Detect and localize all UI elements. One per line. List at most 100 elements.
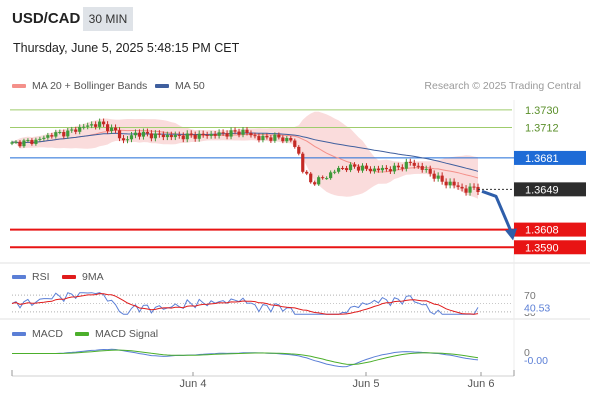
legend-rsi-label: RSI	[32, 271, 50, 283]
candle-body	[436, 175, 440, 179]
candle-body	[392, 165, 396, 172]
candle-body	[177, 134, 181, 136]
candle-body	[217, 132, 221, 136]
candle-body	[416, 165, 420, 167]
resistance-level-label: 1.3712	[525, 122, 559, 134]
legend-rsi: RSI	[12, 271, 50, 283]
candle-body	[145, 131, 150, 134]
legend-9ma-swatch	[62, 275, 76, 280]
candle-body	[297, 146, 301, 154]
candle-body	[46, 135, 50, 138]
candle-body	[70, 129, 74, 131]
macd-line	[12, 348, 479, 368]
candle-body	[10, 142, 14, 144]
rsi-9ma-line	[11, 293, 479, 315]
candle-body	[408, 161, 412, 163]
candle-body	[205, 134, 209, 136]
candle-body	[54, 132, 58, 137]
candle-body	[26, 140, 30, 142]
candle-body	[388, 169, 392, 172]
legend-ma20-label: MA 20 + Bollinger Bands	[32, 80, 148, 92]
legend-rsi-swatch	[12, 275, 26, 280]
macd-axis-label: 0	[524, 347, 530, 359]
rsi-axis-label: 70	[524, 290, 536, 302]
support-level-label: 1.3590	[525, 242, 559, 254]
candle-body	[261, 135, 265, 141]
candle-body	[400, 167, 404, 169]
candle-body	[94, 124, 98, 127]
legend-rsi-9ma: 9MA	[62, 271, 104, 283]
candle-body	[133, 132, 138, 136]
candle-body	[189, 133, 193, 135]
candle-body	[253, 135, 257, 137]
candle-body	[165, 135, 169, 138]
interval-badge[interactable]: 30 MIN	[83, 7, 133, 31]
candle-body	[173, 134, 177, 138]
candle-body	[113, 127, 118, 131]
candle-body	[305, 171, 309, 174]
candle-body	[50, 135, 54, 137]
legend-ma20-bollinger: MA 20 + Bollinger Bands	[12, 80, 147, 92]
candle-body	[444, 181, 448, 186]
support-level-label: 1.3608	[525, 225, 559, 237]
candle-body	[233, 130, 237, 132]
ma50-line	[11, 132, 479, 172]
candle-body	[90, 124, 94, 126]
candle-body	[293, 140, 297, 147]
candle-body	[344, 168, 349, 171]
candle-body	[86, 125, 90, 127]
x-axis-tick-label: Jun 6	[468, 378, 495, 390]
pivot-level-label: 1.3681	[525, 153, 559, 165]
candle-body	[157, 133, 161, 135]
candle-body	[185, 133, 189, 140]
candle-body	[18, 141, 22, 147]
legend-macd-swatch	[12, 332, 26, 337]
candle-body	[62, 132, 66, 137]
candle-body	[352, 164, 357, 167]
support-level-tag	[514, 240, 586, 255]
candle-body	[105, 124, 110, 131]
candle-body	[257, 136, 261, 141]
candle-body	[420, 166, 424, 170]
candle-body	[317, 177, 321, 185]
candle-body	[404, 161, 408, 169]
legend-macd-label: MACD	[32, 328, 63, 340]
candle-body	[384, 167, 388, 170]
candle-body	[213, 134, 217, 136]
candle-body	[424, 168, 428, 170]
last-price-label: 1.3649	[525, 184, 559, 196]
candle-body	[281, 137, 285, 142]
candle-body	[348, 164, 353, 171]
candle-body	[14, 141, 18, 143]
candle-body	[321, 177, 325, 179]
candle-body	[129, 135, 134, 140]
candle-body	[229, 130, 233, 137]
candle-body	[448, 181, 452, 186]
candle-body	[153, 133, 157, 139]
legend-macd: MACD	[12, 328, 63, 340]
candle-body	[82, 126, 86, 128]
forecast-arrow	[481, 189, 513, 233]
support-level-tag	[514, 222, 586, 237]
candle-body	[368, 168, 373, 172]
candle-body	[117, 130, 122, 139]
timestamp: Thursday, June 5, 2025 5:48:15 PM CET	[13, 41, 240, 55]
candle-body	[356, 166, 361, 171]
legend-ma20-swatch	[12, 84, 26, 89]
candle-body	[376, 168, 381, 171]
candle-body	[237, 131, 241, 135]
candle-body	[149, 133, 154, 139]
candle-body	[102, 121, 106, 125]
candle-body	[98, 121, 102, 127]
last-price-tag	[514, 182, 586, 197]
x-axis-tick-label: Jun 5	[353, 378, 380, 390]
candle-body	[121, 138, 126, 141]
candle-body	[22, 140, 26, 147]
candle-body	[78, 126, 82, 132]
candle-body	[225, 133, 229, 137]
candle-body	[38, 138, 42, 140]
candle-body	[329, 172, 333, 179]
candle-body	[197, 133, 201, 139]
candle-body	[464, 188, 468, 193]
